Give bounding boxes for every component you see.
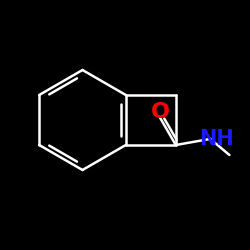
Text: NH: NH (199, 129, 234, 149)
Text: O: O (151, 102, 170, 122)
